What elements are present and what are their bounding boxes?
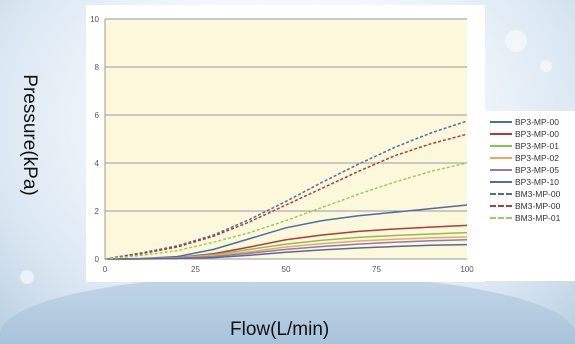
y-axis-label-container: Pressure(kPa) bbox=[6, 22, 52, 248]
legend-item: BM3-MP-00 bbox=[484, 187, 560, 201]
plot-area bbox=[105, 19, 467, 259]
legend-swatch bbox=[490, 181, 512, 183]
legend-swatch bbox=[490, 205, 512, 207]
y-axis-label: Pressure(kPa) bbox=[19, 74, 40, 196]
legend-swatch bbox=[490, 217, 512, 219]
legend-item: BM3-MP-00 bbox=[484, 199, 560, 213]
y-tick-label: 2 bbox=[95, 207, 100, 216]
series-line bbox=[105, 243, 468, 260]
series-line bbox=[104, 120, 468, 260]
legend-swatch bbox=[490, 169, 512, 171]
y-tick-label: 0 bbox=[95, 255, 100, 264]
legend-swatch bbox=[490, 133, 512, 135]
x-tick-label: 75 bbox=[372, 265, 381, 274]
y-tick-label: 6 bbox=[95, 111, 100, 120]
legend-label: BM3-MP-01 bbox=[515, 213, 561, 223]
legend-item: BM3-MP-01 bbox=[484, 211, 560, 225]
series-line bbox=[104, 204, 468, 260]
series-line bbox=[104, 162, 468, 260]
legend-label: BP3-MP-10 bbox=[515, 177, 559, 187]
legend-label: BP3-MP-01 bbox=[515, 141, 559, 151]
legend-swatch bbox=[490, 157, 512, 159]
legend-item: BP3-MP-05 bbox=[484, 163, 559, 177]
legend-swatch bbox=[490, 145, 512, 147]
background-bubble bbox=[540, 60, 552, 72]
y-tick-label: 4 bbox=[95, 159, 100, 168]
legend-swatch bbox=[490, 193, 512, 195]
legend-swatch bbox=[490, 121, 512, 123]
legend-label: BM3-MP-00 bbox=[515, 201, 561, 211]
legend-label: BP3-MP-02 bbox=[515, 153, 559, 163]
legend-item: BP3-MP-10 bbox=[484, 175, 559, 189]
x-axis-label: Flow(L/min) bbox=[230, 319, 330, 340]
legend-item: BP3-MP-00 bbox=[484, 115, 559, 129]
x-tick-label: 100 bbox=[460, 265, 474, 274]
y-tick-label: 8 bbox=[95, 63, 100, 72]
background-bubble bbox=[20, 270, 34, 284]
y-tick-label: 10 bbox=[90, 15, 99, 24]
series-line bbox=[104, 133, 468, 260]
legend-item: BP3-MP-02 bbox=[484, 151, 559, 165]
legend-label: BM3-MP-00 bbox=[515, 189, 561, 199]
x-tick-label: 50 bbox=[282, 265, 291, 274]
legend-label: BP3-MP-05 bbox=[515, 165, 559, 175]
chart-panel: 0 2 4 6 8 10 0 25 50 75 100 bbox=[86, 5, 485, 282]
x-tick-label: 0 bbox=[103, 265, 108, 274]
legend-label: BP3-MP-00 bbox=[515, 117, 559, 127]
background-bubble bbox=[505, 30, 527, 52]
legend-item: BP3-MP-00 bbox=[484, 127, 559, 141]
legend-label: BP3-MP-00 bbox=[515, 129, 559, 139]
chart-legend: BP3-MP-00 BP3-MP-00 BP3-MP-01 BP3-MP-02 BP3-… bbox=[484, 111, 575, 281]
legend-item: BP3-MP-01 bbox=[484, 139, 559, 153]
x-tick-label: 25 bbox=[191, 265, 200, 274]
